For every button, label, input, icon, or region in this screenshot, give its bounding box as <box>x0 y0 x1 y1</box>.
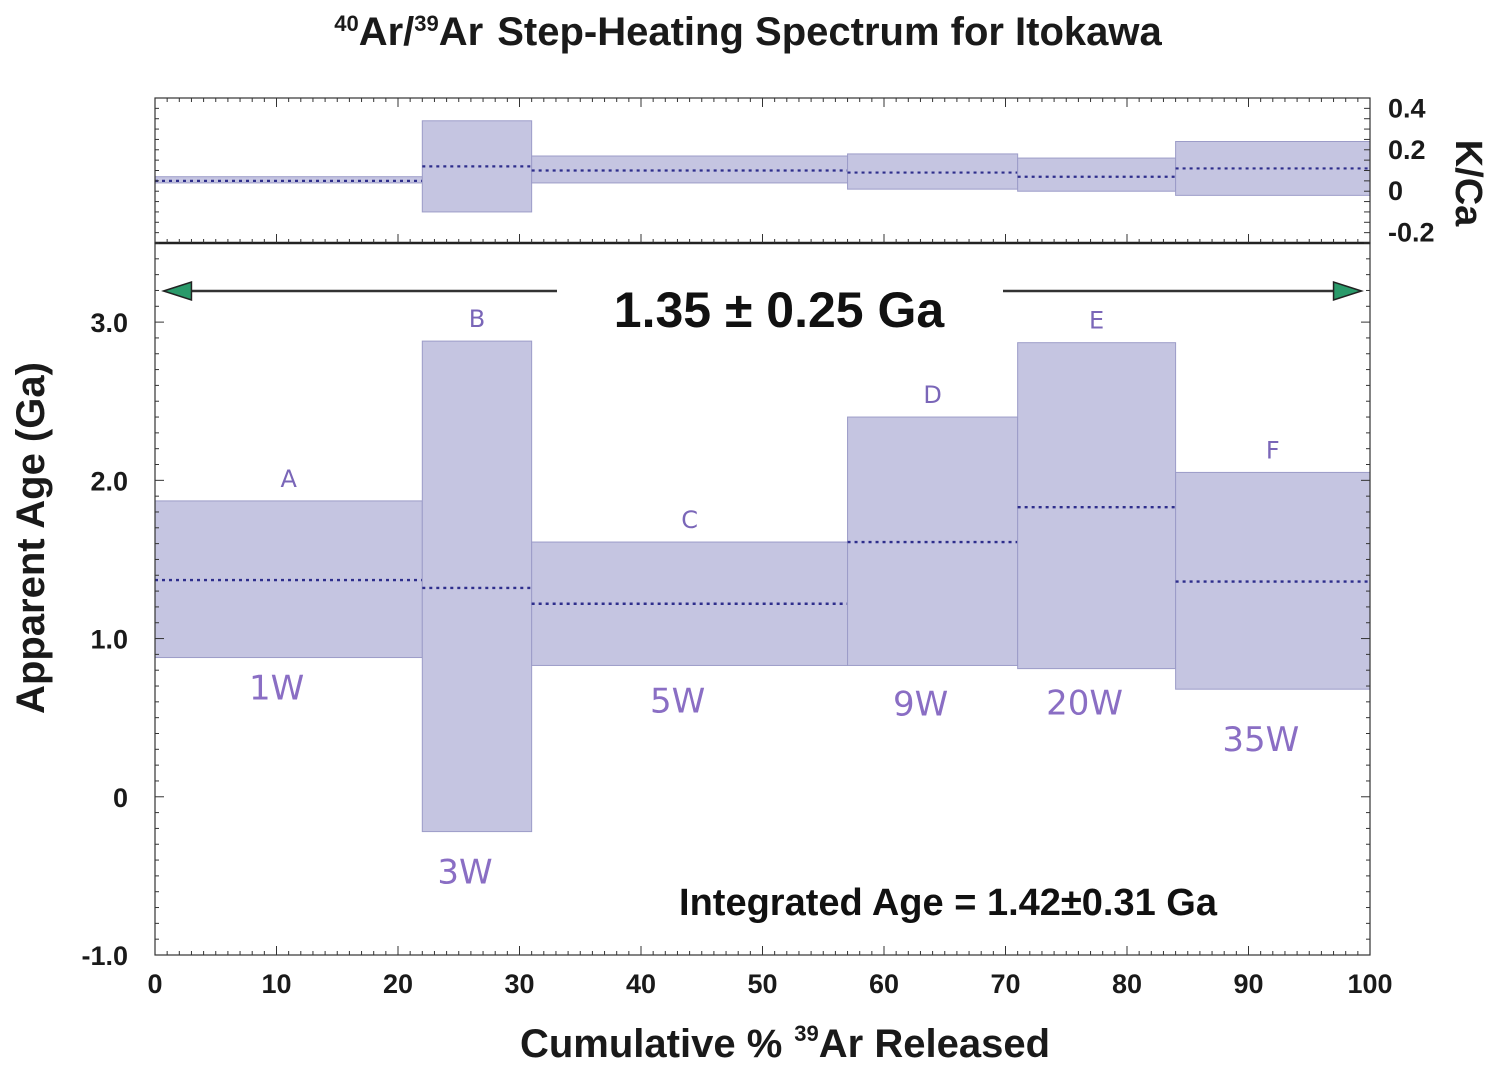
x-tick-label: 40 <box>626 969 656 999</box>
title-sup-39: 39 <box>414 11 438 36</box>
arrow-right-head-icon <box>1332 280 1364 302</box>
age-box-e <box>1017 342 1177 670</box>
integrated-age-label: Integrated Age = 1.42±0.31 Ga <box>679 882 1218 924</box>
annotations: A 1W B 3W C 5W D 9W E 20W F 35W 1.35 ± 0.25 Ga Integr… <box>161 280 1364 924</box>
step-letter-a: A <box>280 465 297 493</box>
y-tick-label: 2.0 <box>90 466 128 496</box>
step-power-3w: 3W <box>437 853 492 893</box>
x-tick-label: 60 <box>869 969 899 999</box>
chart-title: 40Ar/39Ar Step-Heating Spectrum for Itoka… <box>334 10 1162 54</box>
y2-axis-title: K/Ca <box>1447 140 1489 227</box>
y2-tick-label: 0 <box>1388 176 1403 206</box>
age-panel <box>154 340 1371 833</box>
step-power-35w: 35W <box>1222 720 1299 760</box>
x-title-before: Cumulative % <box>520 1022 782 1066</box>
x-title-after: Ar Released <box>819 1022 1050 1066</box>
title-sup-40: 40 <box>334 11 358 36</box>
x-axis-title: Cumulative % 39Ar Released <box>520 1021 1050 1066</box>
x-tick-label: 80 <box>1112 969 1142 999</box>
y2-tick-label: 0.2 <box>1388 135 1426 165</box>
y-tick-label: 0 <box>113 783 128 813</box>
y-tick-label: 1.0 <box>90 625 128 655</box>
step-power-5w: 5W <box>650 681 705 721</box>
step-power-1w: 1W <box>249 669 304 709</box>
tick-labels: 0 10 20 30 40 50 60 70 80 90 100 -1.0 0 1.0 2.0 3.0 -0.2… <box>81 93 1434 999</box>
x-tick-label: 10 <box>261 969 291 999</box>
step-letter-e: E <box>1089 307 1104 335</box>
kca-box-e <box>1017 157 1177 192</box>
y2-tick-label: 0.4 <box>1388 93 1426 123</box>
tick-marks <box>154 97 1371 956</box>
title-part-ar2: Ar <box>439 10 483 54</box>
title-rest: Step-Heating Spectrum for Itokawa <box>497 10 1162 54</box>
step-letter-c: C <box>681 506 698 534</box>
y-tick-label: 3.0 <box>90 308 128 338</box>
step-power-20w: 20W <box>1046 684 1123 724</box>
age-box-b <box>421 340 533 833</box>
title-part-ar: Ar/ <box>359 10 415 54</box>
x-tick-label: 30 <box>504 969 534 999</box>
step-power-9w: 9W <box>893 684 948 724</box>
x-tick-label: 100 <box>1347 969 1392 999</box>
y-axis-title: Apparent Age (Ga) <box>9 362 53 714</box>
kca-panel <box>154 120 1371 213</box>
x-tick-label: 70 <box>990 969 1020 999</box>
x-tick-label: 0 <box>147 969 162 999</box>
x-tick-label: 50 <box>747 969 777 999</box>
plateau-age-label: 1.35 ± 0.25 Ga <box>614 282 946 338</box>
y-tick-label: -1.0 <box>81 941 128 971</box>
x-title-sup: 39 <box>794 1021 818 1046</box>
step-letter-b: B <box>469 305 485 333</box>
arrow-left-head-icon <box>161 280 193 302</box>
x-tick-label: 20 <box>383 969 413 999</box>
step-letter-d: D <box>923 381 941 409</box>
step-letter-f: F <box>1266 436 1280 464</box>
x-tick-label: 90 <box>1233 969 1263 999</box>
y2-tick-label: -0.2 <box>1388 218 1435 248</box>
